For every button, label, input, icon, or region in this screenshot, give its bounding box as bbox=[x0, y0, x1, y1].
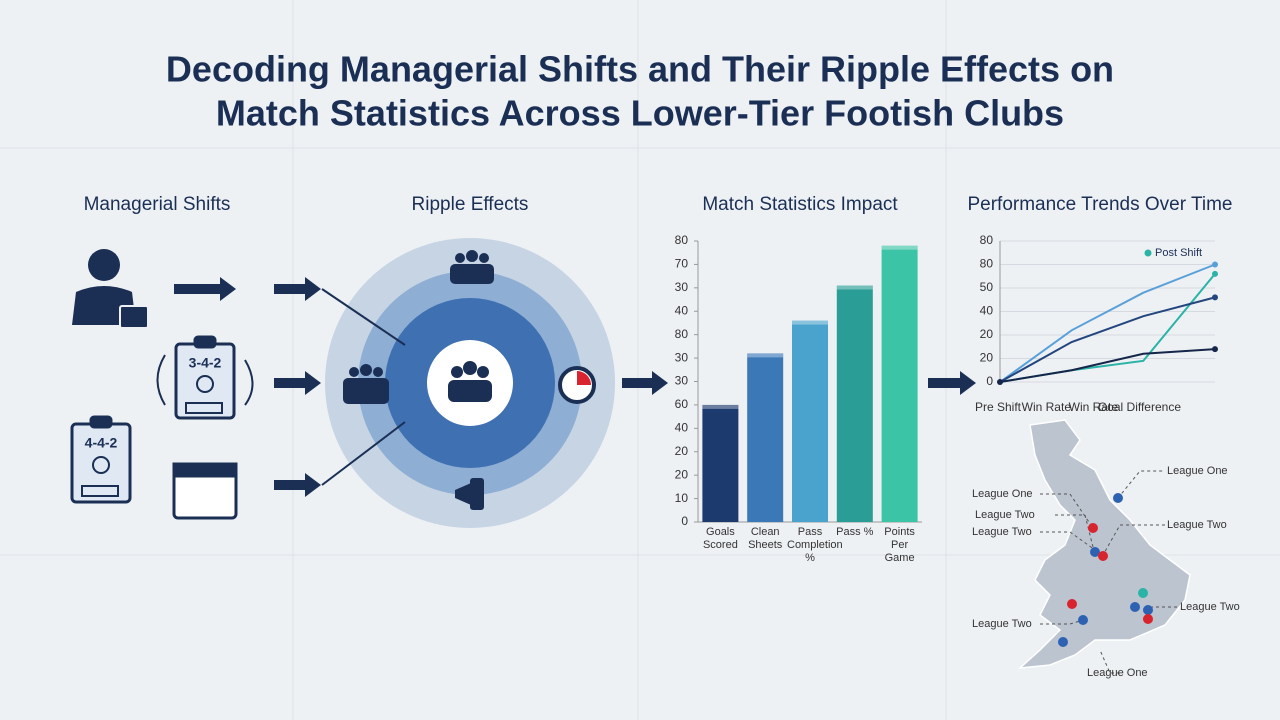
bar bbox=[836, 285, 873, 522]
legend-swatch bbox=[1144, 249, 1152, 257]
bar bbox=[792, 320, 828, 522]
formation-label: 3-4-2 bbox=[189, 355, 222, 371]
bar-cap bbox=[792, 320, 828, 325]
x-tick-label: Pre Shift bbox=[975, 400, 1022, 414]
line bbox=[999, 348, 1216, 383]
start-point bbox=[997, 379, 1003, 385]
section-heading: Match Statistics Impact bbox=[702, 194, 898, 215]
bar-cap bbox=[702, 404, 739, 409]
y-tick-label: 20 bbox=[675, 467, 689, 481]
map-label: League Two bbox=[975, 509, 1035, 521]
map-label: League One bbox=[1167, 465, 1228, 477]
y-tick-label: 30 bbox=[675, 374, 689, 388]
bar bbox=[747, 353, 784, 522]
y-tick-label: 60 bbox=[675, 397, 689, 411]
x-tick-label: Goal Difference bbox=[1098, 400, 1181, 414]
y-tick-label: 0 bbox=[681, 514, 688, 528]
x-tick-label: Points Per Game bbox=[884, 526, 915, 564]
clipboard-icon bbox=[70, 335, 254, 520]
end-point bbox=[1212, 294, 1218, 301]
y-tick-label: 80 bbox=[675, 233, 689, 247]
x-tick-label: Pass % bbox=[836, 526, 874, 538]
bar bbox=[702, 404, 739, 522]
x-tick-label: Clean Sheets bbox=[748, 526, 783, 551]
section-heading: Performance Trends Over Time bbox=[967, 194, 1232, 215]
line bbox=[999, 296, 1216, 383]
line bbox=[999, 273, 1216, 383]
section-heading: Managerial Shifts bbox=[84, 194, 231, 215]
y-tick-label: 30 bbox=[675, 350, 689, 364]
map-label: League One bbox=[1087, 667, 1148, 679]
y-tick-label: 40 bbox=[675, 421, 689, 435]
y-tick-label: 80 bbox=[980, 233, 994, 247]
bar-cap bbox=[836, 285, 873, 290]
map-label: League Two bbox=[1167, 519, 1227, 531]
end-point bbox=[1212, 261, 1218, 268]
y-tick-label: 70 bbox=[675, 257, 689, 271]
map-label: League One bbox=[972, 488, 1033, 500]
y-tick-label: 80 bbox=[675, 327, 689, 341]
map-label: League Two bbox=[1180, 601, 1240, 613]
title: Match Statistics Across Lower-Tier Footi… bbox=[216, 93, 1064, 134]
bar bbox=[881, 245, 918, 522]
section-heading: Ripple Effects bbox=[412, 194, 529, 215]
x-tick-label: Win Rate bbox=[1069, 400, 1119, 414]
map-label: League Two bbox=[972, 526, 1032, 538]
y-tick-label: 20 bbox=[675, 444, 689, 458]
y-tick-label: 30 bbox=[675, 280, 689, 294]
y-tick-label: 0 bbox=[986, 374, 993, 388]
x-tick-label: Pass Completion % bbox=[787, 526, 843, 564]
ripple-diagram bbox=[321, 238, 615, 528]
y-tick-label: 20 bbox=[980, 327, 994, 341]
x-tick-label: Goals Scored bbox=[702, 526, 738, 551]
manager-icon bbox=[72, 249, 149, 329]
end-point bbox=[1212, 346, 1218, 353]
y-tick-label: 40 bbox=[675, 303, 689, 317]
formation-label: 4-4-2 bbox=[85, 435, 118, 451]
legend-label: Post Shift bbox=[1155, 247, 1202, 259]
bar-cap bbox=[881, 245, 918, 250]
arrows bbox=[174, 277, 976, 497]
line bbox=[999, 263, 1216, 383]
y-tick-label: 50 bbox=[980, 280, 994, 294]
end-point bbox=[1212, 270, 1218, 277]
bar-cap bbox=[747, 353, 784, 358]
y-tick-label: 40 bbox=[980, 304, 994, 318]
x-tick-label: Win Rate bbox=[1022, 400, 1072, 414]
title: Decoding Managerial Shifts and Their Rip… bbox=[166, 49, 1114, 90]
y-tick-label: 10 bbox=[675, 491, 689, 505]
y-tick-label: 20 bbox=[980, 351, 994, 365]
y-tick-label: 80 bbox=[980, 257, 994, 271]
map: League One League One League Two League … bbox=[972, 419, 1240, 679]
map-label: League Two bbox=[972, 618, 1032, 630]
